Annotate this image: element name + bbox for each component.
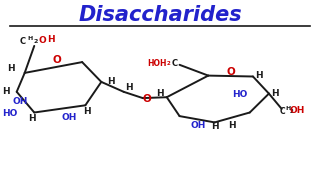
Text: H: H <box>271 89 278 98</box>
Text: H: H <box>28 36 33 41</box>
Text: OH: OH <box>12 97 28 106</box>
Text: H: H <box>7 64 15 73</box>
Text: H: H <box>228 121 236 130</box>
Text: 2: 2 <box>290 109 294 114</box>
Text: OH: OH <box>191 121 206 130</box>
Text: HO: HO <box>233 90 248 99</box>
Text: 2: 2 <box>33 39 37 44</box>
Text: H: H <box>107 77 115 86</box>
Text: H: H <box>124 83 132 92</box>
Text: 2: 2 <box>167 61 171 66</box>
Text: H: H <box>28 114 36 123</box>
Text: H: H <box>156 89 164 98</box>
Text: OH: OH <box>290 106 305 115</box>
Text: H: H <box>2 87 9 96</box>
Text: H: H <box>256 71 263 80</box>
Text: O: O <box>226 67 235 77</box>
Text: O: O <box>143 94 151 104</box>
Text: HOH: HOH <box>148 58 167 68</box>
Text: C: C <box>172 58 178 68</box>
Text: C: C <box>279 107 285 116</box>
Text: Disaccharides: Disaccharides <box>78 5 242 25</box>
Text: C: C <box>20 37 26 46</box>
Text: O: O <box>38 36 46 45</box>
Text: O: O <box>52 55 61 65</box>
Text: OH: OH <box>62 113 77 122</box>
Text: H: H <box>285 106 291 111</box>
Text: HO: HO <box>2 109 17 118</box>
Text: H: H <box>212 122 219 131</box>
Text: H: H <box>47 35 55 44</box>
Text: H: H <box>83 107 91 116</box>
